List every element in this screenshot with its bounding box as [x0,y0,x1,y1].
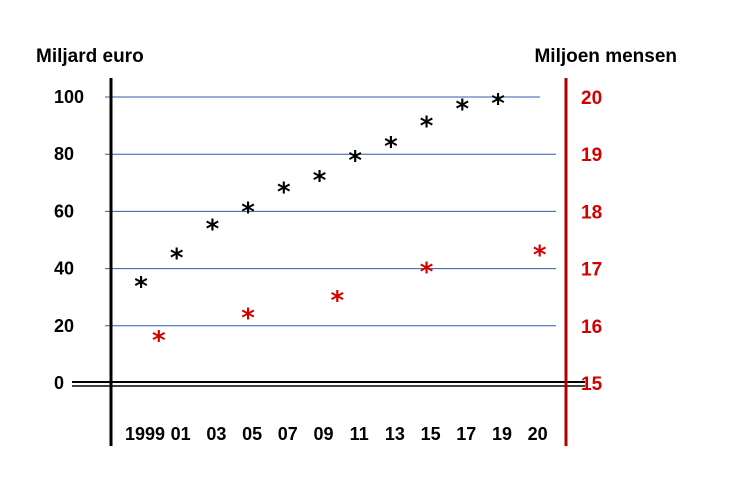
left-tick-label: 20 [54,316,74,336]
euro-point: * [170,243,184,273]
x-tick-label: 15 [421,424,441,444]
left-tick-label: 60 [54,201,74,221]
euro-point: * [491,89,505,119]
euro-point: * [348,146,362,176]
right-tick-label: 15 [581,374,603,395]
x-tick-label: 17 [456,424,476,444]
right-tick-label: 18 [581,202,602,223]
x-tick-label: 05 [242,424,262,444]
right-tick-label: 17 [581,260,602,281]
euro-point: * [384,132,398,162]
x-tick-label: 03 [206,424,226,444]
left-tick-label: 80 [54,144,74,164]
x-tick-label: 09 [313,424,333,444]
gridlines [105,96,556,327]
population-point: * [241,303,255,333]
right-tick-label: 16 [581,317,602,338]
right-tick-label: 20 [581,88,602,109]
right-axis-title: Miljoen mensen [534,46,677,67]
population-point: * [533,240,547,270]
x-tick-label: 01 [171,424,191,444]
right-tick-label: 19 [581,145,602,166]
left-tick-label: 40 [54,259,74,279]
euro-point: * [134,272,148,302]
euro-point: * [241,198,255,228]
x-tick-label: 11 [350,424,369,444]
axes [72,78,585,446]
left-axis-title: Miljard euro [36,46,144,67]
x-tick-label: 1999 [125,424,165,444]
left-tick-label: 100 [54,87,84,107]
population-point: * [152,326,166,356]
euro-point: * [420,112,434,142]
euro-point: * [206,215,220,245]
population-point: * [420,258,434,288]
x-tick-label: 20 [528,424,548,444]
euro-point: * [455,95,469,125]
population-point: * [331,286,345,316]
left-tick-label: 0 [54,373,64,393]
x-tick-label: 19 [492,424,512,444]
tick-labels: 0 20 40 60 80 100 15 16 17 18 19 20 1999 01 03 05 07 09 11… [54,87,603,444]
euro-point: * [313,166,327,196]
euro-point: * [277,178,291,208]
data-points: ***** ** *** ****** [134,89,547,356]
x-tick-label: 07 [278,424,298,444]
x-tick-label: 13 [385,424,405,444]
